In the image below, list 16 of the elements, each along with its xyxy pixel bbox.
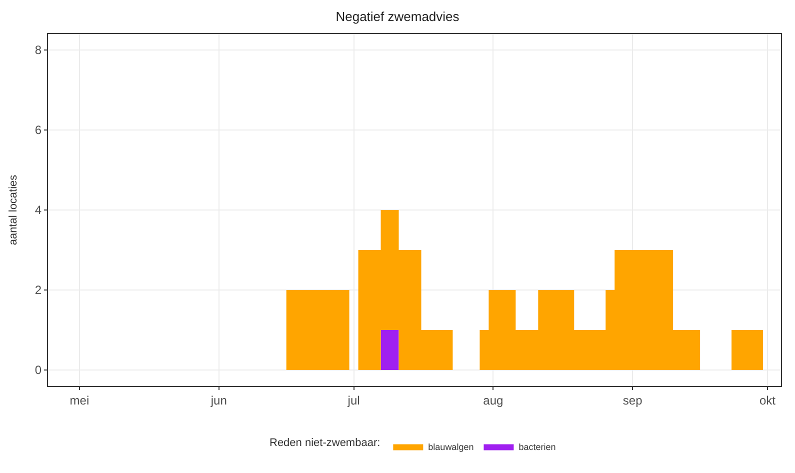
x-tick-label: jul bbox=[346, 393, 360, 408]
x-tick-label: sep bbox=[622, 393, 643, 408]
x-tick-label: mei bbox=[70, 393, 90, 408]
y-axis-title: aantal locaties bbox=[8, 174, 20, 246]
x-tick-label: aug bbox=[483, 393, 504, 408]
y-tick-label: 0 bbox=[34, 363, 42, 378]
y-tick-label: 8 bbox=[34, 43, 42, 58]
legend-label: bacterien bbox=[518, 442, 556, 452]
legend-title: Reden niet-zwembaar: bbox=[270, 437, 380, 450]
x-tick-label: okt bbox=[760, 393, 776, 408]
y-tick-label: 2 bbox=[34, 283, 42, 298]
x-tick-label: jun bbox=[210, 393, 227, 408]
y-tick-label: 4 bbox=[34, 203, 42, 218]
legend-label: blauwalgen bbox=[428, 442, 474, 452]
y-tick-label: 6 bbox=[34, 123, 42, 138]
chart-title: Negatief zwemadvies bbox=[336, 8, 460, 24]
